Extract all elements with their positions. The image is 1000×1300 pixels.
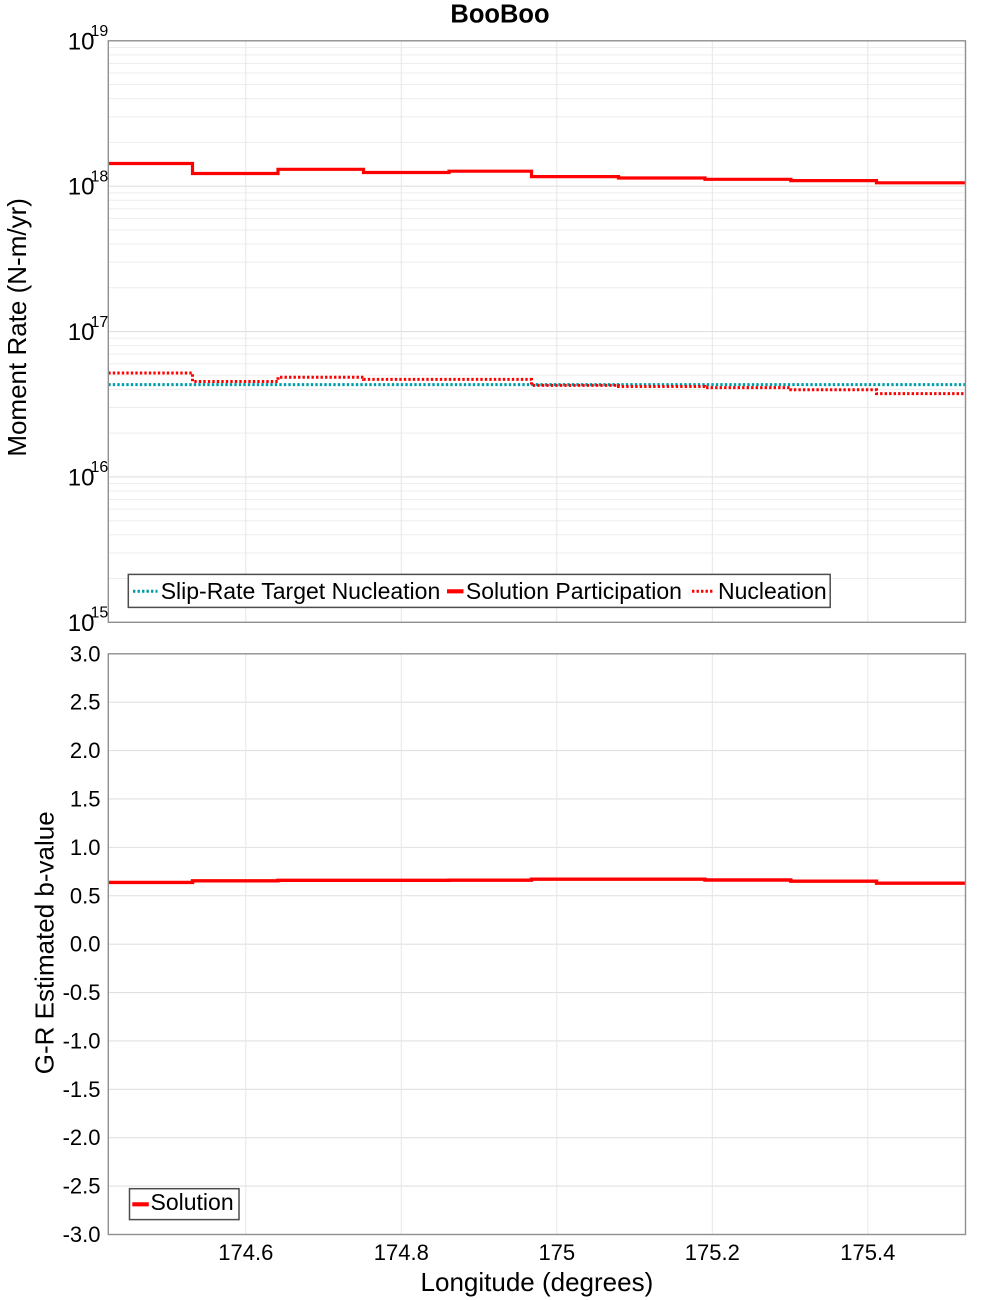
svg-text:10: 10 (68, 464, 95, 491)
svg-text:-2.0: -2.0 (63, 1125, 101, 1150)
svg-text:18: 18 (91, 169, 109, 186)
svg-text:Longitude (degrees): Longitude (degrees) (421, 1267, 654, 1297)
svg-text:10: 10 (68, 28, 95, 55)
svg-text:-1.0: -1.0 (63, 1028, 101, 1053)
svg-text:3.0: 3.0 (70, 641, 101, 666)
svg-text:-0.5: -0.5 (63, 980, 101, 1005)
svg-text:174.6: 174.6 (218, 1240, 273, 1265)
svg-text:1.0: 1.0 (70, 835, 101, 860)
svg-text:Solution Participation: Solution Participation (466, 578, 682, 604)
svg-text:1.5: 1.5 (70, 787, 101, 812)
svg-text:Slip-Rate Target Nucleation: Slip-Rate Target Nucleation (161, 578, 441, 604)
svg-text:175: 175 (538, 1240, 575, 1265)
svg-text:17: 17 (91, 314, 109, 331)
svg-text:174.8: 174.8 (374, 1240, 429, 1265)
svg-text:16: 16 (91, 459, 109, 476)
svg-text:19: 19 (91, 23, 109, 40)
svg-text:G-R Estimated b-value: G-R Estimated b-value (30, 811, 60, 1074)
svg-text:Moment Rate (N-m/yr): Moment Rate (N-m/yr) (2, 198, 32, 457)
svg-text:15: 15 (91, 605, 109, 622)
svg-text:175.2: 175.2 (685, 1240, 740, 1265)
svg-text:10: 10 (68, 610, 95, 637)
svg-text:10: 10 (68, 174, 95, 201)
svg-text:-1.5: -1.5 (63, 1077, 101, 1102)
svg-text:-3.0: -3.0 (63, 1222, 101, 1247)
svg-text:2.5: 2.5 (70, 690, 101, 715)
svg-text:-2.5: -2.5 (63, 1174, 101, 1199)
svg-text:2.0: 2.0 (70, 738, 101, 763)
svg-text:0.5: 0.5 (70, 883, 101, 908)
svg-text:10: 10 (68, 319, 95, 346)
svg-text:Solution: Solution (151, 1189, 234, 1215)
svg-text:175.4: 175.4 (840, 1240, 895, 1265)
svg-text:0.0: 0.0 (70, 932, 101, 957)
svg-text:Nucleation: Nucleation (718, 578, 827, 604)
svg-text:BooBoo: BooBoo (450, 1, 549, 29)
